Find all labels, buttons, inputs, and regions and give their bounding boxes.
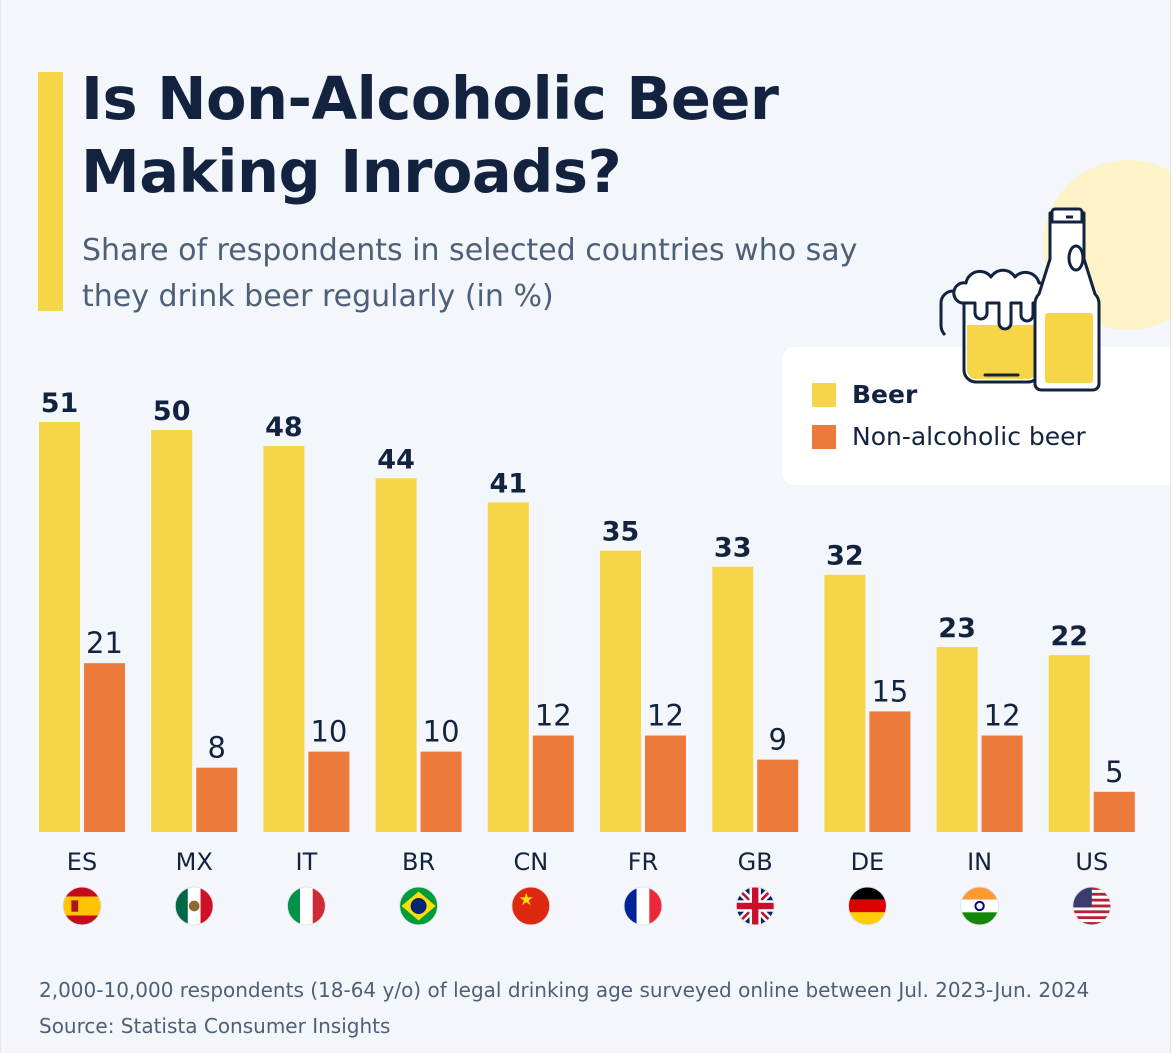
value-label-non-alcoholic-cn: 12 [535, 699, 572, 733]
category-label-es: ES [67, 848, 97, 876]
value-label-non-alcoholic-gb: 9 [768, 723, 786, 757]
bar-non-alcoholic-fr [645, 735, 686, 832]
bar-beer-us [1048, 655, 1090, 832]
value-label-beer-gb: 33 [714, 533, 752, 564]
bar-non-alcoholic-it [308, 751, 350, 832]
value-label-beer-es: 51 [41, 388, 79, 419]
category-label-fr: FR [628, 848, 658, 876]
chart-title: Is Non-Alcoholic Beer Making Inroads? [81, 64, 779, 206]
chart-subtitle: Share of respondents in selected countri… [82, 233, 858, 314]
legend-swatch-non-alcoholic [812, 424, 836, 449]
china-flag-icon: ★ [511, 886, 551, 926]
svg-text:★: ★ [519, 890, 534, 910]
legend-item-non-alcoholic: Non-alcoholic beer [812, 422, 1086, 451]
italy-flag-icon [286, 886, 326, 926]
bar-non-alcoholic-es [84, 663, 125, 832]
germany-flag-icon [847, 886, 887, 926]
bar-beer-it [263, 446, 305, 832]
value-label-non-alcoholic-in: 12 [984, 699, 1021, 733]
value-label-non-alcoholic-de: 15 [871, 674, 908, 708]
value-label-beer-in: 23 [938, 613, 976, 644]
bar-non-alcoholic-de [869, 711, 911, 832]
category-label-de: DE [851, 848, 885, 876]
beer-mug-and-bottle-icon [939, 207, 1101, 392]
value-label-non-alcoholic-us: 5 [1105, 755, 1123, 789]
value-label-non-alcoholic-es: 21 [86, 626, 123, 660]
legend-label-non-alcoholic: Non-alcoholic beer [852, 422, 1086, 451]
spain-flag-icon [62, 886, 102, 926]
bar-non-alcoholic-br [420, 751, 462, 832]
bar-beer-br [375, 478, 417, 832]
title-accent-bar [38, 72, 63, 311]
bar-non-alcoholic-gb [757, 759, 799, 832]
bar-non-alcoholic-in [981, 735, 1023, 832]
bar-beer-in [936, 647, 978, 832]
bar-beer-mx [151, 430, 193, 832]
legend-label-beer: Beer [852, 380, 918, 409]
bar-beer-es [39, 422, 80, 832]
value-label-non-alcoholic-br: 10 [423, 715, 460, 749]
legend-swatch-beer [812, 382, 836, 407]
category-label-us: US [1075, 848, 1108, 876]
bar-beer-gb [712, 566, 754, 832]
category-label-mx: MX [176, 848, 213, 876]
value-label-beer-de: 32 [826, 541, 864, 572]
value-label-beer-br: 44 [377, 444, 415, 475]
value-label-beer-it: 48 [265, 412, 303, 443]
mexico-flag-icon [174, 886, 214, 926]
value-label-non-alcoholic-mx: 8 [207, 731, 225, 765]
category-label-br: BR [402, 848, 435, 876]
france-flag-icon [623, 886, 663, 926]
value-label-beer-cn: 41 [490, 468, 528, 499]
bar-beer-de [824, 574, 866, 832]
value-label-non-alcoholic-it: 10 [310, 715, 347, 749]
legend-item-beer: Beer [812, 380, 917, 409]
value-label-beer-us: 22 [1051, 621, 1089, 652]
bar-non-alcoholic-us [1093, 791, 1135, 832]
beer-bottle-icon [1033, 207, 1101, 392]
uk-flag-icon [735, 886, 775, 926]
value-label-beer-mx: 50 [153, 396, 191, 427]
bar-beer-fr [600, 550, 641, 832]
beer-mug-icon [939, 268, 1052, 384]
usa-flag-icon [1072, 886, 1112, 926]
brazil-flag-icon [399, 886, 439, 926]
bar-non-alcoholic-mx [196, 767, 238, 832]
value-label-non-alcoholic-fr: 12 [647, 699, 684, 733]
source-note: Source: Statista Consumer Insights [39, 1014, 391, 1038]
bar-non-alcoholic-cn [532, 735, 574, 832]
category-label-gb: GB [738, 848, 773, 876]
category-label-in: IN [967, 848, 992, 876]
bar-beer-cn [487, 502, 529, 832]
value-label-beer-fr: 35 [602, 517, 640, 548]
category-label-it: IT [296, 848, 318, 876]
footnote: 2,000-10,000 respondents (18-64 y/o) of … [39, 978, 1090, 1002]
india-flag-icon [960, 886, 1000, 926]
category-label-cn: CN [513, 848, 548, 876]
bar-chart: 51 21 ES 50 8 MX 48 10 IT 44 10 BR 41 12 CN ★ 35 12 FR 33 9 G… [39, 388, 1135, 926]
